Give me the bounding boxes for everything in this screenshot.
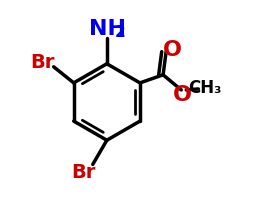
Text: Br: Br	[30, 53, 55, 72]
Text: 2: 2	[115, 25, 126, 40]
Text: O: O	[173, 85, 192, 105]
Text: O: O	[163, 40, 182, 60]
Text: CH₃: CH₃	[188, 79, 221, 97]
Text: NH: NH	[89, 19, 126, 39]
Text: Br: Br	[72, 163, 96, 182]
